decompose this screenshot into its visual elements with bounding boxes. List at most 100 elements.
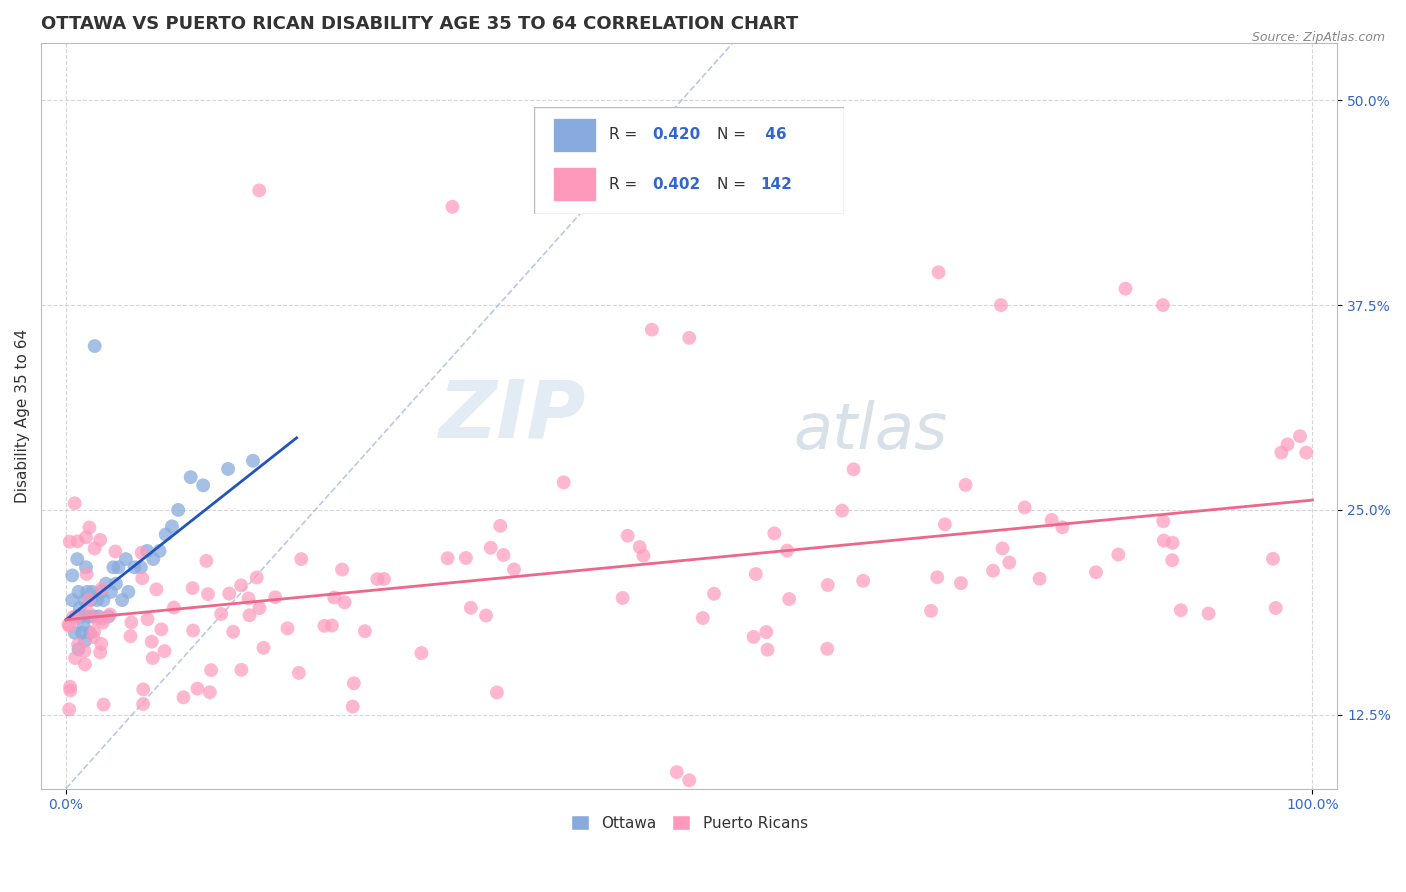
Y-axis label: Disability Age 35 to 64: Disability Age 35 to 64 [15,328,30,503]
Point [1014,500,1036,515]
Point [920,604,942,618]
Point [1107,548,1129,562]
Point [246,570,269,584]
Point [195,554,218,568]
Point [612,591,634,605]
Point [86,593,108,607]
Point [479,541,502,555]
Point [90,637,112,651]
Text: 0.420: 0.420 [652,128,700,143]
Text: R =: R = [609,128,641,143]
Point [231,663,253,677]
Point [73,593,96,607]
Point [981,564,1004,578]
Point [1198,607,1220,621]
Point [333,595,356,609]
Point [1085,566,1108,580]
Point [209,607,232,621]
Point [489,519,512,533]
Point [117,585,139,599]
Point [59,534,82,549]
Point [89,533,111,547]
Point [238,591,260,606]
Point [104,576,127,591]
Point [69,601,91,615]
Point [107,560,129,574]
Point [60,568,83,582]
Point [238,608,260,623]
Point [703,587,725,601]
Point [217,462,239,476]
Text: 142: 142 [761,177,792,192]
Point [776,543,799,558]
Point [75,560,97,574]
Point [153,644,176,658]
Point [1028,572,1050,586]
Point [191,478,214,492]
Point [90,582,112,596]
Point [817,578,839,592]
Text: atlas: atlas [793,400,948,462]
Point [131,571,153,585]
Point [62,610,84,624]
Point [180,470,202,484]
Point [934,517,956,532]
Point [142,552,165,566]
Point [277,621,299,635]
Point [778,592,800,607]
Point [145,582,167,597]
Point [1270,445,1292,459]
Point [852,574,875,588]
Point [503,562,526,576]
Point [104,544,127,558]
Point [98,607,121,622]
Point [755,625,778,640]
Point [200,663,222,677]
Point [186,681,208,696]
Point [198,685,221,699]
Point [132,697,155,711]
Point [58,617,80,632]
Point [247,183,270,197]
Point [928,265,950,279]
Legend: Ottawa, Puerto Ricans: Ottawa, Puerto Ricans [565,809,814,837]
Point [172,690,194,705]
Point [111,593,134,607]
Point [76,605,98,619]
Point [485,685,508,699]
Point [366,572,388,586]
Point [66,534,89,549]
Point [120,629,142,643]
Text: 0.402: 0.402 [652,177,700,192]
Point [131,546,153,560]
Point [842,462,865,476]
Point [72,617,94,632]
Point [633,549,655,563]
Point [93,698,115,712]
Point [136,612,159,626]
Point [831,503,853,517]
Point [67,638,90,652]
Point [115,552,138,566]
Point [949,576,972,591]
Point [815,641,838,656]
Point [330,562,353,576]
Point [65,611,87,625]
Point [927,570,949,584]
Point [103,560,125,574]
Point [354,624,377,639]
Point [70,609,93,624]
Point [155,527,177,541]
Point [67,585,90,599]
Point [991,541,1014,556]
Point [58,619,80,633]
Point [460,600,482,615]
Text: R =: R = [609,177,641,192]
Point [66,552,89,566]
Point [77,609,100,624]
Point [83,541,105,556]
Point [1052,520,1074,534]
Point [67,642,90,657]
Point [181,624,204,638]
Point [1289,429,1312,443]
